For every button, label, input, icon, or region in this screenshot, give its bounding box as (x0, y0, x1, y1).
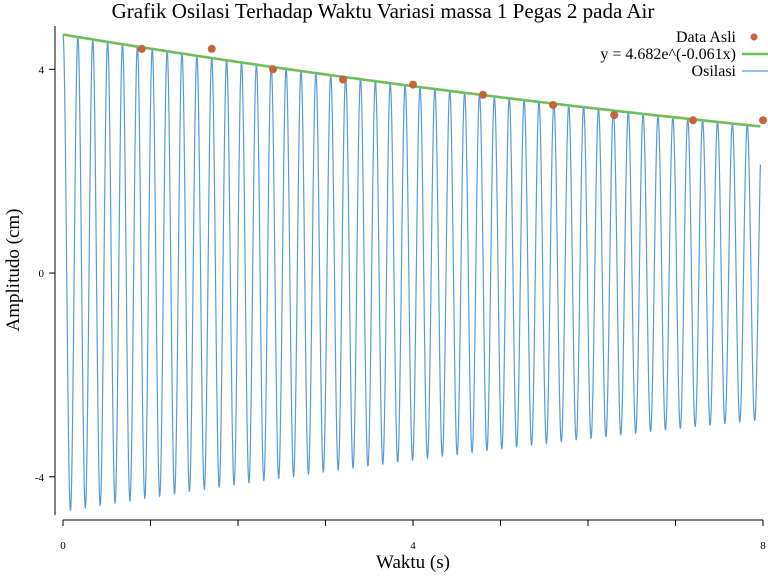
x-tick-label: 4 (410, 540, 416, 552)
legend-label-osilasi: Osilasi (692, 63, 737, 80)
data-point (610, 111, 619, 120)
scatter-points (137, 44, 767, 125)
data-point (689, 116, 697, 125)
x-ticks: 0 4 8 (60, 520, 766, 552)
oscillation-line (62, 34, 761, 512)
data-point (479, 90, 487, 99)
data-point (269, 65, 277, 74)
y-tick-label: 0 (39, 268, 45, 280)
x-axis-label: Waktu (s) (376, 552, 450, 573)
data-point (409, 80, 417, 89)
legend-label-data-asli: Data Asli (676, 29, 737, 46)
y-ticks: 4 0 -4 (35, 64, 55, 484)
data-point (549, 100, 557, 109)
legend-item-data-asli: Data Asli (676, 29, 758, 46)
legend-item-osilasi: Osilasi (692, 63, 768, 80)
data-point (137, 44, 146, 53)
x-tick-label: 8 (760, 540, 766, 552)
x-tick-label: 0 (60, 540, 66, 552)
y-axis-label: Amplitudo (cm) (3, 209, 24, 332)
legend: Data Asli y = 4.682e^(-0.061x) Osilasi (600, 29, 768, 80)
chart-title: Grafik Osilasi Terhadap Waktu Variasi ma… (112, 0, 655, 23)
y-tick-label: 4 (39, 64, 45, 76)
y-tick-label: -4 (35, 472, 45, 484)
data-point (207, 44, 216, 53)
legend-marker-data-asli (750, 33, 758, 41)
legend-item-fit: y = 4.682e^(-0.061x) (600, 46, 768, 63)
data-point (759, 116, 767, 125)
plot-area (62, 33, 767, 512)
legend-label-fit: y = 4.682e^(-0.061x) (600, 46, 736, 63)
data-point (339, 75, 347, 84)
